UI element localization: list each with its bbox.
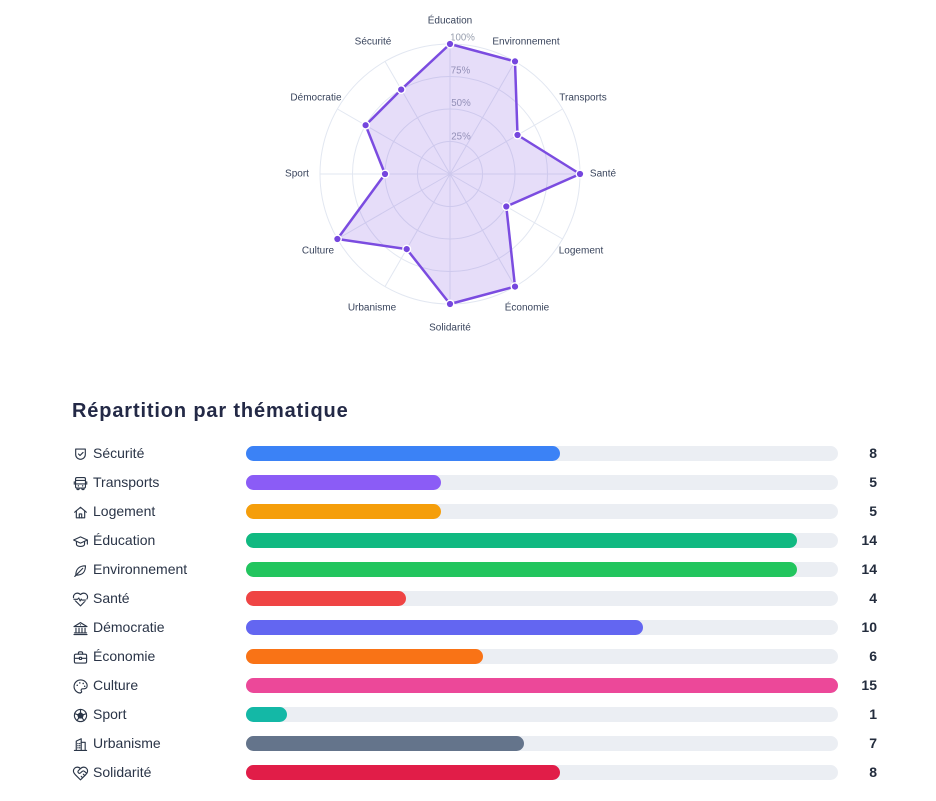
svg-text:75%: 75%: [451, 65, 471, 76]
svg-text:Démocratie: Démocratie: [290, 93, 342, 104]
svg-text:Sport: Sport: [285, 169, 309, 180]
svg-text:100%: 100%: [450, 32, 475, 43]
svg-text:Sécurité: Sécurité: [355, 37, 392, 48]
svg-text:25%: 25%: [451, 131, 471, 142]
svg-text:Environnement: Environnement: [492, 37, 559, 48]
svg-text:Culture: Culture: [302, 246, 335, 257]
svg-text:Éducation: Éducation: [428, 14, 472, 27]
svg-text:50%: 50%: [451, 98, 471, 109]
svg-text:Urbanisme: Urbanisme: [348, 303, 397, 314]
svg-text:Économie: Économie: [505, 301, 550, 314]
svg-text:Solidarité: Solidarité: [429, 323, 471, 334]
svg-text:Logement: Logement: [559, 246, 604, 257]
svg-text:Santé: Santé: [590, 169, 617, 180]
svg-text:Transports: Transports: [559, 93, 606, 104]
